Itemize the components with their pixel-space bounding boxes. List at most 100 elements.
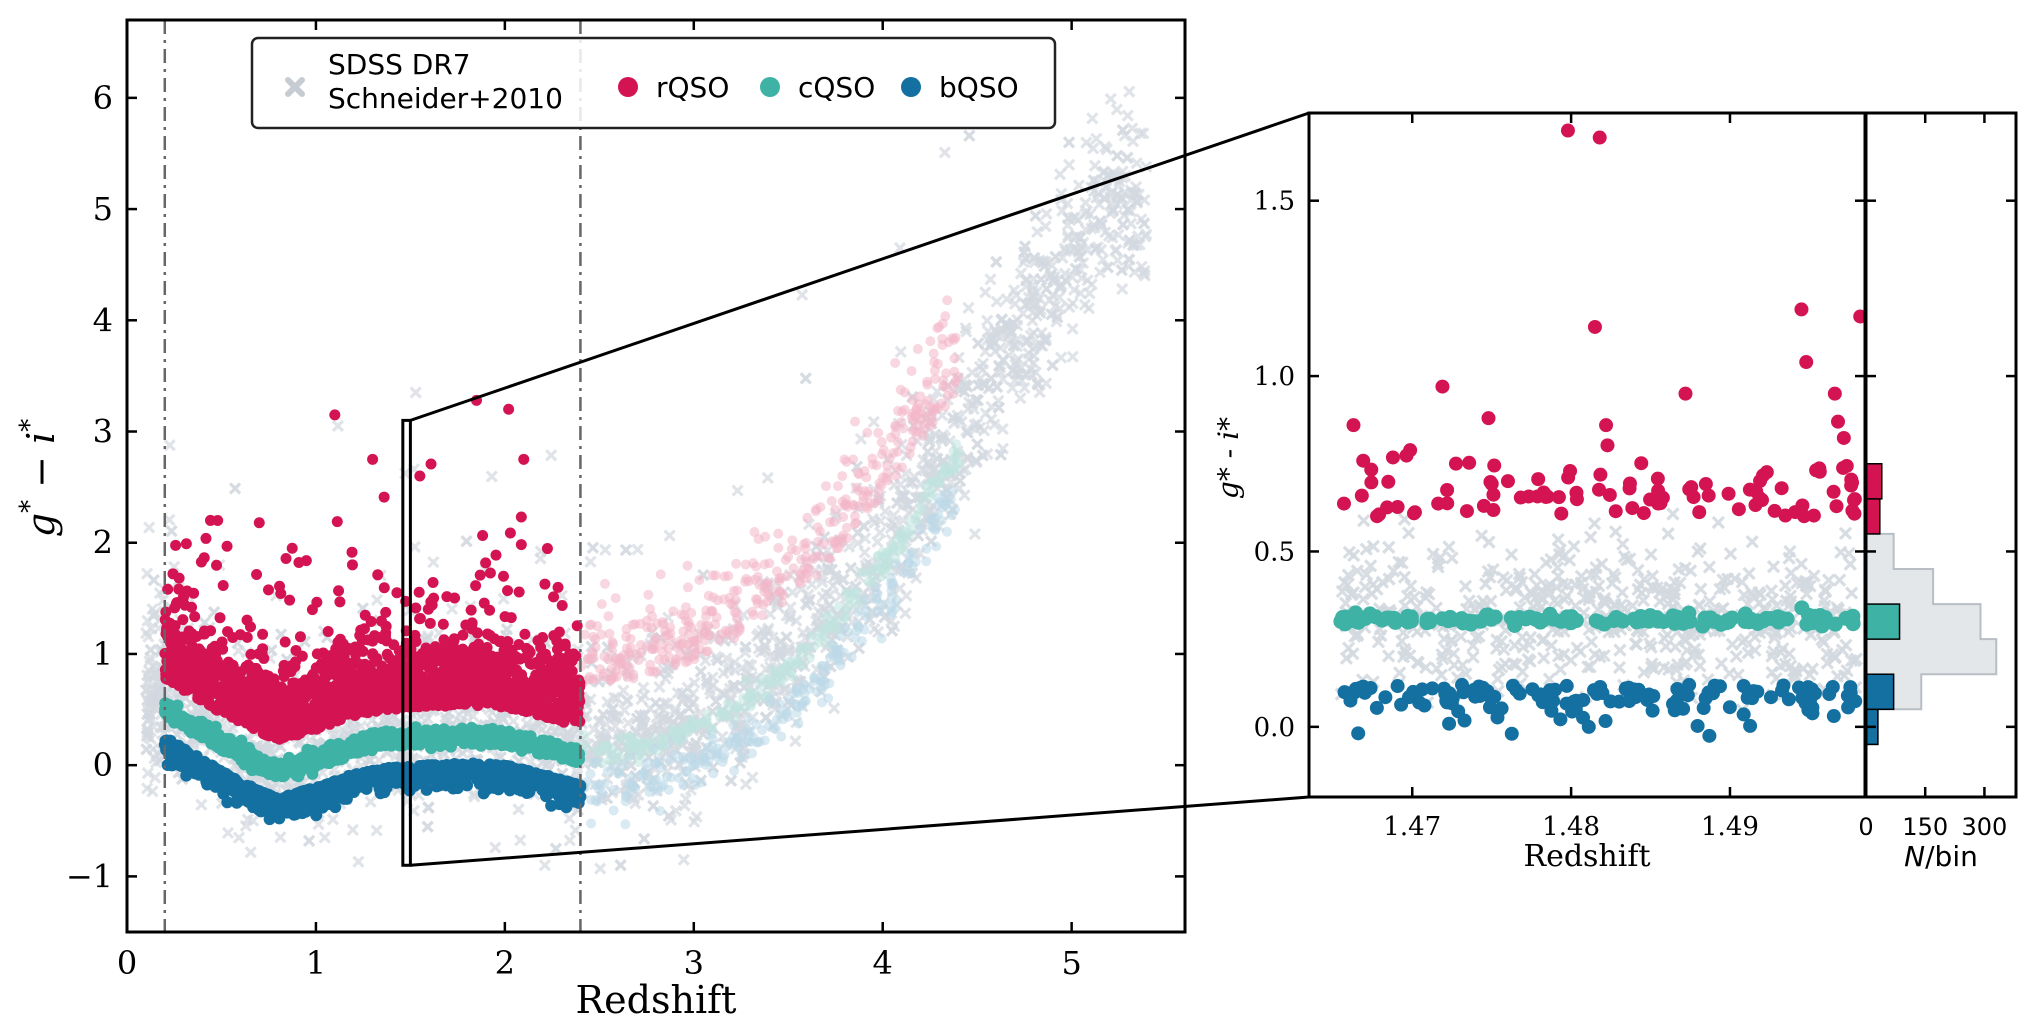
faint-qso-point: [941, 526, 952, 537]
sdss-point: [1090, 132, 1103, 145]
faint-qso-point: [629, 619, 640, 630]
rqso-point: [519, 628, 531, 640]
faint-qso-point: [599, 651, 610, 662]
sdss-point: [990, 380, 1004, 394]
faint-qso-point: [773, 528, 784, 539]
sdss-point: [761, 471, 774, 484]
rqso-point: [279, 636, 291, 648]
faint-qso-point: [768, 664, 779, 675]
faint-qso-point: [678, 780, 689, 791]
sdss-point: [614, 859, 627, 872]
faint-qso-point: [609, 656, 620, 667]
faint-qso-point: [621, 624, 632, 635]
sdss-point: [165, 525, 178, 538]
faint-qso-point: [605, 674, 616, 685]
faint-qso-point: [702, 742, 713, 753]
faint-qso-point: [671, 654, 682, 665]
faint-qso-point: [754, 736, 765, 747]
faint-qso-point: [646, 622, 657, 633]
faint-qso-point: [750, 561, 761, 572]
faint-qso-point: [681, 766, 692, 777]
sdss-point: [232, 831, 246, 844]
faint-qso-point: [707, 724, 718, 735]
sdss-point: [346, 823, 359, 836]
faint-qso-point: [849, 587, 860, 598]
sdss-point: [1121, 109, 1134, 122]
faint-qso-point: [602, 746, 613, 757]
faint-qso-point: [677, 638, 688, 649]
faint-qso-point: [949, 366, 960, 377]
faint-qso-point: [820, 612, 831, 623]
faint-qso-point: [793, 718, 804, 729]
faint-qso-point: [584, 620, 595, 631]
faint-qso-point: [816, 661, 827, 672]
faint-qso-point: [655, 569, 666, 580]
faint-qso-point: [891, 470, 902, 481]
sdss-point: [826, 579, 840, 592]
sdss-point: [979, 286, 992, 299]
faint-qso-point: [816, 697, 827, 708]
faint-qso-point: [710, 619, 721, 630]
faint-qso-point: [705, 606, 716, 617]
faint-qso-point: [651, 758, 662, 769]
sdss-point: [421, 820, 434, 833]
faint-qso-point: [837, 614, 848, 625]
sdss-point: [427, 555, 440, 569]
faint-qso-point: [918, 418, 929, 429]
faint-qso-point: [757, 610, 768, 621]
faint-qso-point: [741, 573, 752, 584]
faint-qso-point: [663, 630, 674, 641]
sdss-point: [1123, 85, 1136, 98]
sdss-point: [1080, 136, 1093, 149]
faint-qso-point: [633, 655, 644, 666]
rqso-point: [251, 568, 263, 580]
faint-qso-point: [878, 445, 889, 456]
sdss-point: [1086, 112, 1099, 125]
faint-qso-point: [613, 747, 624, 758]
faint-qso-point: [594, 779, 605, 790]
sdss-point: [1111, 254, 1124, 267]
sdss-point: [147, 574, 160, 587]
faint-qso-point: [858, 491, 869, 502]
rqso-point: [474, 569, 486, 581]
faint-qso-point: [949, 353, 960, 364]
faint-qso-point: [927, 488, 938, 499]
faint-qso-point: [839, 454, 850, 465]
rqso-point: [262, 584, 274, 596]
sdss-point: [1088, 159, 1102, 172]
rqso-point: [200, 532, 212, 544]
faint-qso-point: [886, 432, 897, 443]
rqso-point: [286, 542, 298, 554]
rqso-point: [214, 612, 226, 624]
faint-qso-point: [828, 516, 839, 527]
faint-qso-point: [891, 595, 902, 606]
sdss-point: [1006, 381, 1019, 394]
sdss-point: [1018, 381, 1031, 394]
sdss-point: [963, 129, 976, 142]
rqso-point: [569, 715, 581, 727]
sdss-point: [1062, 158, 1076, 172]
sdss-point: [649, 696, 662, 710]
faint-qso-point: [686, 622, 697, 633]
faint-qso-point: [876, 633, 887, 644]
sdss-point: [984, 273, 997, 286]
faint-qso-point: [699, 635, 710, 646]
faint-qso-point: [846, 652, 857, 663]
faint-qso-point: [608, 784, 619, 795]
sdss-point: [141, 767, 154, 780]
rqso-point: [306, 604, 318, 616]
sdss-point: [228, 482, 242, 495]
sdss-point: [873, 526, 887, 539]
faint-qso-point: [930, 523, 941, 534]
sdss-point: [563, 812, 576, 825]
faint-qso-point: [693, 719, 704, 730]
faint-qso-point: [694, 575, 705, 586]
rqso-point: [290, 644, 302, 656]
faint-qso-point: [801, 537, 812, 548]
faint-qso-point: [890, 420, 901, 431]
faint-qso-point: [686, 751, 697, 762]
faint-qso-point: [739, 702, 750, 713]
rqso-point: [322, 625, 334, 637]
sdss-point: [1121, 152, 1134, 165]
faint-qso-point: [890, 357, 901, 368]
